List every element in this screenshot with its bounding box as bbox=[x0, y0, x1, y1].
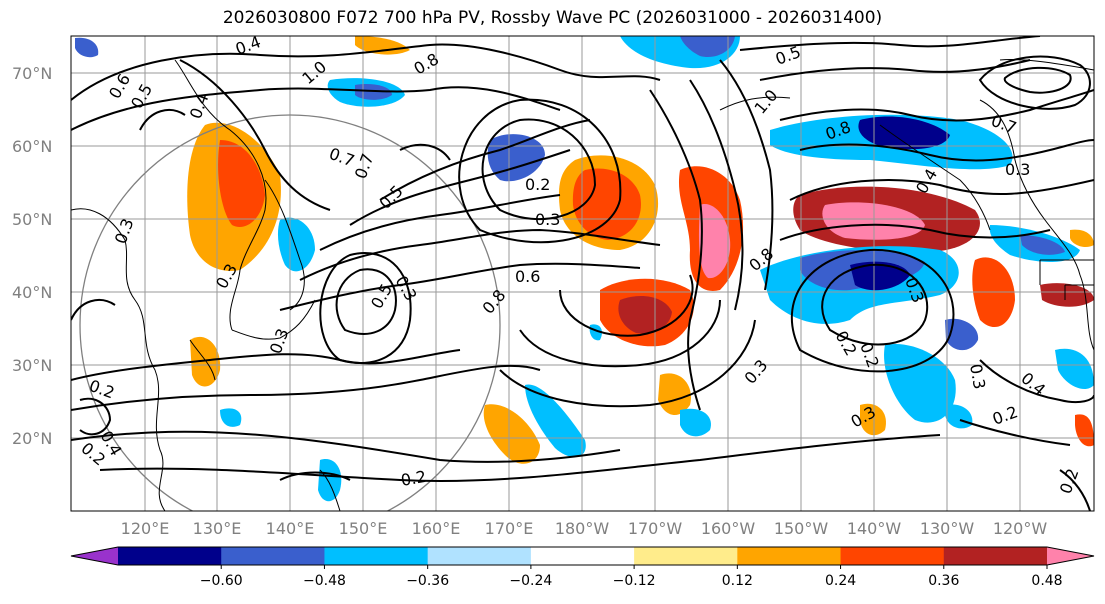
colorbar-tick-label: 0.24 bbox=[825, 573, 856, 589]
map-panel: 0.4 1.0 0.5 0.8 0.7 0.6 0.5 0.4 0.7 0.3 … bbox=[70, 35, 1095, 512]
coastlines bbox=[71, 59, 1094, 511]
lat-label: 30°N bbox=[12, 356, 52, 375]
colorbar-tick-label: −0.24 bbox=[509, 573, 552, 589]
colorbar-tick-label: 0.12 bbox=[722, 573, 753, 589]
positive-anomaly bbox=[658, 373, 691, 416]
negative-anomaly bbox=[858, 116, 950, 150]
positive-anomaly bbox=[572, 168, 641, 240]
colorbar-segment bbox=[634, 547, 738, 565]
colorbar-outline bbox=[70, 546, 1095, 566]
colorbar-tick-label: −0.36 bbox=[406, 573, 449, 589]
colorbar-extend-min bbox=[71, 547, 118, 565]
positive-anomaly bbox=[860, 403, 886, 436]
negative-anomaly bbox=[75, 37, 99, 58]
negative-anomaly bbox=[355, 84, 392, 100]
colorbar: −0.60 −0.48 −0.36 −0.24 −0.12 0.12 0.24 0.36 0.4… bbox=[70, 546, 1095, 589]
range-circle bbox=[79, 114, 501, 511]
graticule bbox=[71, 36, 1094, 511]
colorbar-tick-label: 0.36 bbox=[928, 573, 959, 589]
positive-anomaly bbox=[218, 140, 265, 227]
contour-label: 0.2 bbox=[399, 467, 427, 490]
colorbar-tick-label: 0.48 bbox=[1031, 573, 1062, 589]
colorbar-segment bbox=[943, 547, 1048, 565]
lon-label: 180°W bbox=[555, 519, 610, 538]
lon-label: 150°E bbox=[339, 519, 388, 538]
contour-label: 0.2 bbox=[525, 175, 550, 194]
lon-label: 170°W bbox=[628, 519, 683, 538]
lat-label: 40°N bbox=[12, 283, 52, 302]
lon-label: 160°W bbox=[701, 519, 756, 538]
contour-label: 0.3 bbox=[1005, 160, 1030, 179]
positive-anomaly bbox=[698, 204, 731, 279]
negative-anomaly bbox=[680, 408, 711, 437]
negative-anomaly bbox=[318, 459, 342, 502]
colorbar-segment bbox=[221, 547, 325, 565]
lon-label: 140°E bbox=[266, 519, 315, 538]
colorbar-segment bbox=[324, 547, 429, 565]
positive-anomaly bbox=[190, 336, 221, 387]
latitude-labels: 70°N 60°N 50°N 40°N 30°N 20°N bbox=[12, 64, 52, 448]
negative-anomaly bbox=[1055, 348, 1094, 390]
colorbar-extend-max bbox=[1047, 547, 1094, 565]
colorbar-tick-label: −0.60 bbox=[200, 573, 243, 589]
colorbar-segment bbox=[840, 547, 945, 565]
colorbar-segment bbox=[737, 547, 842, 565]
lon-label: 170°E bbox=[485, 519, 534, 538]
lat-label: 20°N bbox=[12, 429, 52, 448]
positive-anomaly bbox=[618, 296, 672, 334]
negative-anomaly bbox=[277, 217, 315, 272]
positive-anomaly bbox=[483, 404, 540, 464]
colorbar-segment bbox=[118, 547, 222, 565]
longitude-labels: 120°E 130°E 140°E 150°E 160°E 170°E 180°… bbox=[121, 519, 1048, 538]
negative-anomaly bbox=[680, 36, 735, 58]
lat-label: 70°N bbox=[12, 64, 52, 83]
negative-anomaly bbox=[525, 384, 586, 458]
colorbar-tick-label: −0.48 bbox=[303, 573, 346, 589]
colorbar-segment bbox=[530, 547, 635, 565]
lon-label: 130°E bbox=[193, 519, 242, 538]
negative-anomaly bbox=[850, 261, 910, 291]
lon-label: 140°W bbox=[847, 519, 902, 538]
lon-label: 130°W bbox=[920, 519, 975, 538]
negative-anomaly bbox=[884, 344, 956, 423]
lon-label: 120°W bbox=[993, 519, 1048, 538]
colorbar-tick-label: −0.12 bbox=[613, 573, 656, 589]
positive-anomaly bbox=[1040, 283, 1094, 307]
lat-label: 50°N bbox=[12, 210, 52, 229]
pv-contours bbox=[71, 36, 1094, 511]
contour-label: 0.3 bbox=[535, 210, 560, 229]
negative-anomaly bbox=[220, 408, 242, 427]
contour-label: 0.3 bbox=[966, 362, 989, 390]
negative-anomaly bbox=[1020, 235, 1065, 255]
positive-anomaly bbox=[1070, 229, 1094, 248]
lon-label: 120°E bbox=[121, 519, 170, 538]
lon-label: 160°E bbox=[412, 519, 461, 538]
lon-label: 150°W bbox=[774, 519, 829, 538]
colorbar-segment bbox=[427, 547, 532, 565]
negative-anomaly bbox=[945, 318, 979, 351]
lat-label: 60°N bbox=[12, 137, 52, 156]
map-title: 2026030800 F072 700 hPa PV, Rossby Wave … bbox=[222, 8, 883, 28]
positive-anomaly bbox=[355, 36, 410, 55]
contour-label: 0.6 bbox=[515, 267, 540, 286]
